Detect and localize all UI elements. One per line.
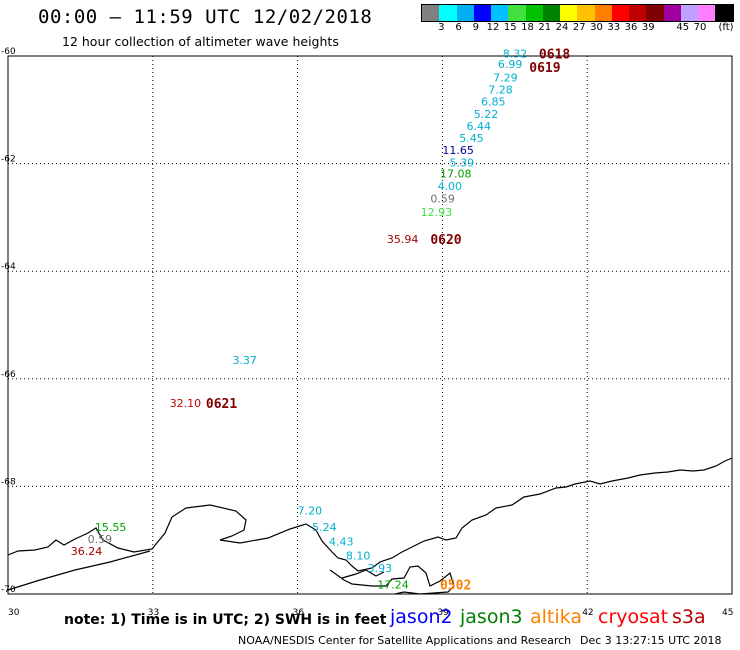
- scale-swatch: [542, 5, 560, 21]
- pass-time-label: 0618: [539, 47, 570, 62]
- scale-swatch: [491, 5, 509, 21]
- scale-label: 21: [538, 22, 552, 33]
- x-tick-label: 36: [293, 608, 305, 618]
- wave-height-value: 12.93: [421, 206, 453, 219]
- map-grid: 30 33 36 39 42 45-60-62-64-66-68-70: [1, 47, 733, 618]
- scale-swatch: [508, 5, 526, 21]
- y-tick-label: -66: [1, 370, 16, 380]
- wave-height-value: 7.29: [493, 72, 517, 85]
- scale-label: 45: [676, 22, 690, 33]
- scale-label: 33: [607, 22, 621, 33]
- antarctic-coastline: [7, 457, 733, 572]
- pass-time-label: 0621: [206, 397, 237, 412]
- wave-height-value: 6.44: [467, 120, 492, 133]
- wave-value-labels: 8.326.997.297.286.855.226.445.4511.655.3…: [71, 47, 527, 591]
- wave-height-value: 3.93: [368, 562, 393, 575]
- scale-label: 12: [486, 22, 500, 33]
- scale-unit-label: (ft): [718, 22, 734, 33]
- legend-jason3: jason3: [460, 606, 523, 628]
- scale-swatch: [611, 5, 629, 21]
- wave-height-scale-labels: 3 6 9 12 15 18 21 24 27 30 33 36 39 45 70 (ft): [421, 22, 740, 34]
- ice-shelf-outline: [7, 550, 455, 595]
- scale-label: 18: [521, 22, 534, 33]
- pass-time-label: 0620: [430, 233, 461, 248]
- scale-swatch: [629, 5, 647, 21]
- scale-swatch: [698, 5, 716, 21]
- wave-height-value: 15.55: [95, 521, 127, 534]
- wave-height-value: 11.65: [442, 144, 474, 157]
- x-tick-label: 45: [722, 608, 733, 618]
- wave-height-value: 3.37: [232, 354, 257, 367]
- scale-swatch: [646, 5, 664, 21]
- x-tick-label: 30: [8, 608, 20, 618]
- wave-height-value: 6.99: [498, 58, 523, 71]
- scale-label: 30: [590, 22, 603, 33]
- scale-label: 39: [641, 22, 655, 33]
- scale-swatch: [422, 5, 440, 21]
- wave-height-value: 5.24: [312, 521, 337, 534]
- scale-label: 15: [503, 22, 517, 33]
- scale-swatch: [594, 5, 612, 21]
- scale-label: 70: [693, 22, 707, 33]
- scale-swatch: [680, 5, 698, 21]
- legend-jason2: jason2: [390, 606, 453, 628]
- wave-height-value: 4.00: [438, 180, 463, 193]
- legend-cryosat: cryosat: [598, 606, 669, 628]
- y-tick-label: -64: [1, 262, 16, 272]
- wave-height-value: 17.08: [440, 167, 472, 180]
- scale-label: 6: [455, 22, 462, 33]
- wave-height-value: 0.59: [88, 533, 113, 546]
- scale-label: 9: [472, 22, 479, 33]
- wave-height-value: 0.59: [430, 193, 455, 206]
- y-tick-label: -60: [1, 47, 16, 57]
- scale-swatch: [715, 5, 733, 21]
- wave-height-value: 5.45: [459, 132, 484, 145]
- wave-height-value: 17.24: [377, 578, 409, 591]
- pass-time-label: 0619: [529, 61, 560, 76]
- legend-s3a: s3a: [672, 606, 706, 628]
- scale-swatch: [456, 5, 474, 21]
- legend-altika: altika: [530, 606, 582, 628]
- x-tick-label: 42: [582, 608, 593, 618]
- scale-swatch: [663, 5, 681, 21]
- scale-swatch: [525, 5, 543, 21]
- x-tick-label: 39: [437, 608, 449, 618]
- pass-time-label: 0502: [440, 578, 471, 593]
- scale-label: 24: [555, 22, 569, 33]
- note-text: note: 1) Time is in UTC; 2) SWH is in fe…: [64, 612, 387, 628]
- wave-height-value: 32.10: [170, 397, 202, 410]
- wave-height-value: 36.24: [71, 545, 103, 558]
- wave-height-color-scale: [421, 4, 734, 22]
- map-frame: [7, 55, 733, 595]
- scale-swatch: [439, 5, 457, 21]
- footer-timestamp: Dec 3 13:27:15 UTC 2018: [580, 634, 722, 647]
- wave-height-value: 7.20: [298, 505, 323, 518]
- y-tick-label: -68: [1, 477, 16, 487]
- wave-height-value: 6.85: [481, 96, 506, 109]
- footer-credit: NOAA/NESDIS Center for Satellite Applica…: [238, 634, 572, 647]
- scale-swatch: [577, 5, 595, 21]
- wave-height-value: 5.39: [450, 157, 475, 170]
- y-tick-label: -62: [1, 155, 16, 165]
- x-tick-label: 33: [148, 608, 159, 618]
- page-subtitle: 12 hour collection of altimeter wave hei…: [62, 34, 339, 49]
- wave-height-value: 8.10: [346, 549, 371, 562]
- wave-height-value: 4.43: [329, 535, 354, 548]
- wave-height-value: 7.28: [488, 83, 512, 96]
- wave-height-value: 8.32: [503, 47, 528, 60]
- page-title: 00:00 – 11:59 UTC 12/02/2018: [38, 6, 373, 28]
- scale-label: 27: [572, 22, 586, 33]
- scale-swatch: [473, 5, 491, 21]
- scale-swatch: [560, 5, 578, 21]
- wave-height-value: 35.94: [387, 233, 419, 246]
- scale-label: 36: [624, 22, 638, 33]
- scale-label: 3: [438, 22, 445, 33]
- wave-height-value: 5.22: [474, 108, 499, 121]
